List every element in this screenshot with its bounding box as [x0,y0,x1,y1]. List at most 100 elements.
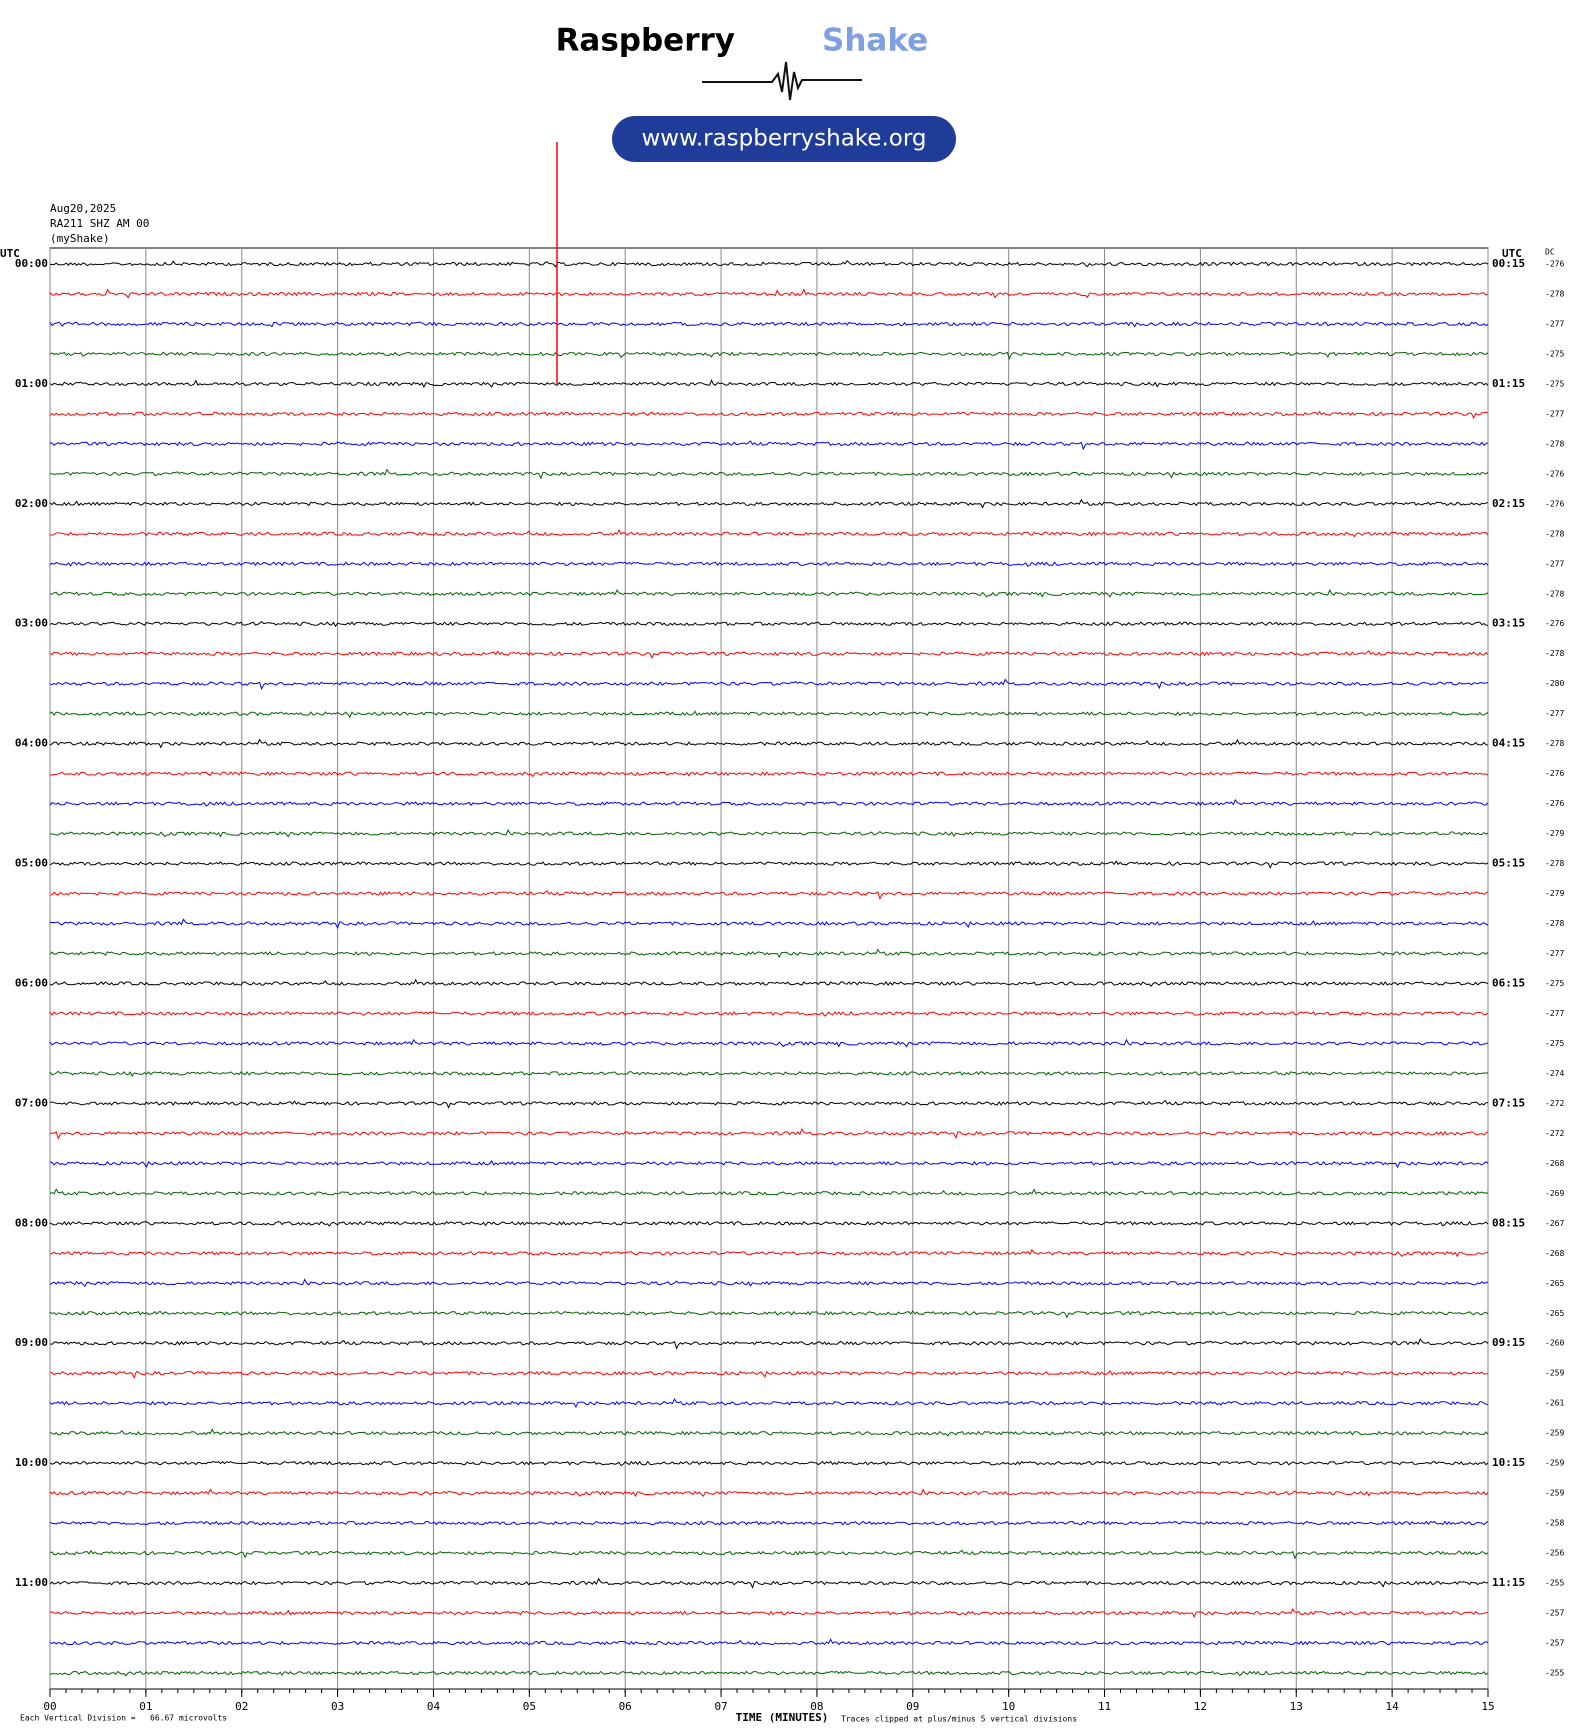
dc-value: -279 [1545,889,1564,898]
dc-value: -267 [1545,1219,1564,1228]
x-tick-label: 02 [235,1700,248,1713]
dc-value: -275 [1545,379,1564,388]
trace [49,1099,1489,1109]
dc-value: -276 [1545,799,1564,808]
x-tick-label: 14 [1386,1700,1400,1713]
left-time: 06:00 [15,976,48,989]
plot-area: 00 01 02 03 04 05 06 07 08 09 10 11 12 13 14 15 -276 00:0… [0,247,1564,1724]
trace [49,1070,1489,1077]
dc-value: -276 [1545,469,1564,478]
dc-value: -256 [1545,1549,1564,1558]
dc-value: -258 [1545,1519,1564,1528]
url[interactable]: www.raspberryshake.org [642,126,927,152]
trace [49,1460,1489,1467]
dc-value: -260 [1545,1339,1564,1348]
dc-value: -275 [1545,1039,1564,1048]
dc-value: -278 [1545,739,1564,748]
station: RA211 SHZ AM 00 [50,217,149,230]
dc-value: -255 [1545,1579,1564,1588]
dc-value: -277 [1545,1009,1564,1018]
dc-value: -274 [1545,1069,1564,1078]
trace [49,1607,1489,1618]
trace [49,321,1489,328]
left-time: 01:00 [15,377,48,390]
source: (myShake) [50,232,110,245]
trace [49,799,1489,807]
right-time: 06:15 [1492,976,1525,989]
dc-value: -278 [1545,589,1564,598]
dc-value: -259 [1545,1429,1564,1438]
footer-left: Each Vertical Division = 66.67 microvolt… [20,1714,227,1723]
right-time: 01:15 [1492,377,1525,390]
dc-value: -265 [1545,1279,1564,1288]
brand-name: Raspberry [556,23,735,59]
trace [49,1520,1489,1526]
right-time: 03:15 [1492,617,1525,630]
x-axis-title: TIME (MINUTES) [736,1711,829,1724]
dc-value: -275 [1545,349,1564,358]
trace [49,1038,1489,1048]
x-tick-label: 13 [1290,1700,1303,1713]
x-tick-label: 05 [523,1700,536,1713]
right-time: 11:15 [1492,1576,1525,1589]
x-tick-label: 00 [43,1700,56,1713]
trace [49,498,1489,509]
dc-value: -272 [1545,1129,1564,1138]
trace [49,918,1489,930]
right-time: 02:15 [1492,497,1525,510]
dc-value: -278 [1545,859,1564,868]
trace [49,440,1489,451]
right-time: 05:15 [1492,857,1525,870]
right-time: 10:15 [1492,1456,1525,1469]
trace [49,890,1489,901]
trace [49,1011,1489,1017]
trace [49,978,1489,987]
date: Aug20,2025 [50,202,116,215]
url-pill[interactable] [612,116,956,162]
trace [49,678,1489,691]
left-axis-label: UTC [0,247,20,260]
x-tick-label: 12 [1194,1700,1207,1713]
x-tick-label: 03 [331,1700,344,1713]
trace [49,1488,1489,1498]
footer-right: Traces clipped at plus/minus 5 vertical … [841,1715,1077,1724]
left-time: 02:00 [15,497,48,510]
trace [49,1159,1489,1169]
left-time: 10:00 [15,1456,48,1469]
trace [49,828,1489,838]
x-tick-label: 15 [1481,1700,1494,1713]
dc-value: -277 [1545,559,1564,568]
dc-value: -277 [1545,319,1564,328]
trace [49,1248,1489,1258]
dc-value: -278 [1545,649,1564,658]
dc-value: -278 [1545,289,1564,298]
x-tick-label: 09 [906,1700,919,1713]
left-time: 08:00 [15,1216,48,1229]
left-time: 00:00 [15,257,48,270]
left-time: 04:00 [15,737,48,750]
right-time: 08:15 [1492,1216,1525,1229]
trace [49,288,1489,299]
trace [49,1398,1489,1408]
x-tick-label: 07 [714,1700,727,1713]
trace [49,260,1489,268]
x-tick-label: 04 [427,1700,441,1713]
dc-value: -276 [1545,260,1564,269]
dc-value: -261 [1545,1399,1564,1408]
dc-value: -265 [1545,1309,1564,1318]
trace [49,379,1489,388]
dc-value: -277 [1545,409,1564,418]
trace [49,1638,1489,1646]
right-time: 07:15 [1492,1096,1525,1109]
trace [49,710,1489,719]
right-time: 04:15 [1492,737,1525,750]
trace [49,588,1489,598]
trace [49,1549,1489,1560]
dc-value: -269 [1545,1189,1564,1198]
dc-value: -268 [1545,1249,1564,1258]
trace [49,561,1489,567]
right-time: 00:15 [1492,257,1525,270]
trace [49,948,1489,959]
dc-value: -259 [1545,1489,1564,1498]
